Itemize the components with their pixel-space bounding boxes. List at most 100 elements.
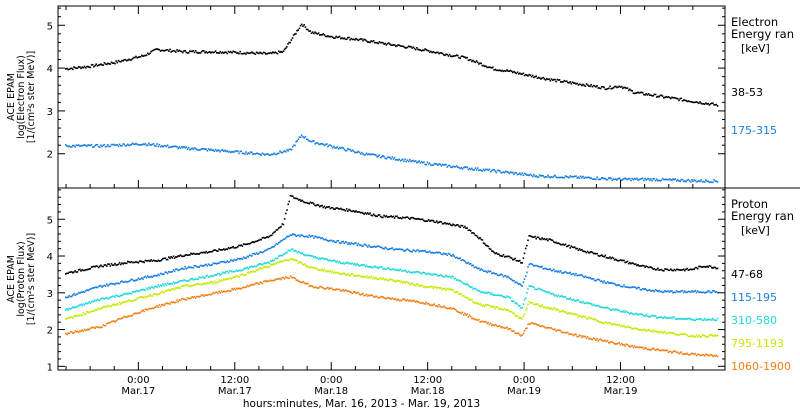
data-point [178, 280, 181, 282]
data-point [283, 218, 286, 220]
data-point [294, 249, 296, 252]
data-point [295, 259, 298, 261]
data-point [255, 252, 258, 254]
data-point [692, 291, 694, 293]
data-point [198, 253, 200, 255]
data-point [279, 277, 281, 280]
data-point [348, 208, 350, 211]
data-point [302, 200, 305, 203]
data-point [526, 271, 528, 274]
data-point [345, 274, 348, 276]
data-point [543, 326, 546, 328]
data-point [265, 236, 267, 239]
data-point [262, 51, 265, 54]
data-point [242, 243, 245, 245]
data-point [570, 82, 573, 85]
data-point [445, 223, 447, 225]
data-point [513, 330, 515, 332]
data-point [361, 211, 363, 214]
data-point [471, 286, 473, 288]
data-point [158, 285, 161, 288]
data-point [711, 181, 713, 184]
data-point [564, 243, 567, 246]
data-point [150, 275, 152, 278]
data-point [123, 292, 126, 295]
data-point [441, 223, 444, 225]
data-point [432, 273, 435, 275]
data-point [405, 160, 408, 163]
data-point [668, 96, 671, 99]
data-point [372, 295, 375, 298]
data-point [382, 277, 384, 279]
legend-entry: 795-1193 [731, 337, 784, 350]
data-point [437, 222, 439, 224]
data-point [316, 268, 319, 271]
data-point [278, 278, 280, 280]
data-point [135, 55, 137, 58]
data-point [533, 303, 535, 306]
data-point [603, 322, 605, 325]
data-point [381, 296, 383, 298]
data-point [351, 210, 354, 213]
data-point [286, 259, 288, 262]
data-point [381, 246, 383, 249]
data-point [567, 272, 569, 274]
data-point [349, 291, 351, 293]
data-point [258, 239, 260, 242]
data-point [533, 76, 535, 79]
data-point [207, 251, 210, 253]
data-point [79, 303, 81, 306]
data-point [419, 302, 422, 304]
data-point [65, 309, 67, 311]
data-point [689, 353, 692, 355]
data-point [125, 281, 128, 283]
data-point [255, 152, 258, 155]
data-point [517, 173, 520, 175]
data-point [118, 317, 121, 320]
data-point [672, 291, 674, 294]
data-point [630, 312, 632, 314]
data-point [309, 30, 312, 32]
data-point [409, 158, 411, 161]
data-point [101, 145, 103, 148]
data-point [218, 279, 220, 282]
data-point [357, 291, 360, 294]
data-point [340, 37, 342, 40]
data-point [103, 324, 106, 327]
data-point [132, 56, 135, 59]
data-point [392, 268, 395, 270]
data-point [661, 269, 664, 272]
data-point [113, 264, 115, 266]
data-point [234, 150, 237, 152]
data-point [344, 210, 347, 212]
data-point [579, 335, 582, 337]
data-point [187, 280, 190, 282]
data-point [436, 273, 438, 276]
data-point [232, 288, 234, 291]
data-point [66, 308, 68, 310]
data-point [428, 220, 431, 222]
data-point [137, 143, 140, 146]
data-point [440, 52, 443, 54]
data-point [589, 302, 591, 305]
data-point [653, 267, 656, 270]
data-point [689, 268, 692, 270]
data-point [308, 202, 310, 205]
data-point [359, 275, 362, 278]
data-point [550, 307, 553, 309]
data-point [122, 60, 124, 62]
data-point [96, 65, 99, 67]
data-point [84, 269, 87, 271]
data-point [100, 264, 102, 267]
data-point [398, 299, 401, 302]
data-point [329, 270, 332, 272]
data-point [403, 216, 405, 219]
data-point [104, 305, 107, 308]
data-point [623, 86, 625, 89]
data-point [521, 317, 523, 320]
data-point [665, 290, 667, 293]
data-point [356, 244, 358, 247]
data-point [627, 89, 630, 92]
data-point [450, 224, 452, 226]
data-point [540, 175, 542, 177]
